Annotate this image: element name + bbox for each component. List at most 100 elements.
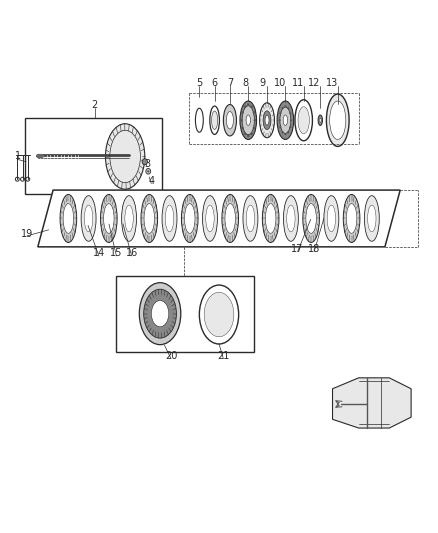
Ellipse shape [306,204,316,233]
Ellipse shape [287,107,289,109]
Ellipse shape [287,205,295,232]
Ellipse shape [240,119,243,122]
Ellipse shape [262,195,279,243]
Text: 5: 5 [196,78,202,88]
Ellipse shape [199,285,239,344]
Ellipse shape [125,205,133,232]
Ellipse shape [283,115,288,125]
Ellipse shape [253,127,255,129]
Ellipse shape [330,101,346,140]
Ellipse shape [222,195,239,243]
Ellipse shape [181,195,198,243]
Text: 2: 2 [92,100,98,110]
Ellipse shape [81,196,96,241]
Ellipse shape [279,126,281,128]
Ellipse shape [265,204,276,233]
Ellipse shape [282,107,283,109]
Ellipse shape [287,132,289,133]
Ellipse shape [139,282,181,345]
Ellipse shape [290,126,291,128]
Ellipse shape [290,112,291,114]
Ellipse shape [148,171,149,172]
Ellipse shape [142,159,148,165]
Text: 9: 9 [260,78,266,88]
Text: 16: 16 [126,248,138,259]
Ellipse shape [195,108,203,132]
Ellipse shape [295,100,312,141]
Text: 8: 8 [242,78,248,88]
Ellipse shape [298,107,309,134]
Ellipse shape [282,132,283,133]
Ellipse shape [85,205,93,232]
Ellipse shape [280,107,291,133]
Ellipse shape [327,205,336,232]
Bar [25,118,162,195]
Ellipse shape [165,205,174,232]
Ellipse shape [364,196,379,241]
Ellipse shape [146,168,151,174]
Text: 13: 13 [326,78,339,88]
Text: 3: 3 [144,159,150,169]
Text: 18: 18 [308,244,320,254]
Ellipse shape [243,196,258,241]
Ellipse shape [285,133,286,135]
Text: 1: 1 [15,151,21,161]
Ellipse shape [144,204,155,233]
Ellipse shape [63,204,74,233]
Text: 19: 19 [21,229,33,239]
Ellipse shape [122,196,137,241]
Ellipse shape [212,111,218,130]
Ellipse shape [279,119,281,121]
Ellipse shape [367,205,376,232]
Ellipse shape [225,204,236,233]
Ellipse shape [247,135,249,137]
Text: 10: 10 [274,78,286,88]
Text: 21: 21 [217,351,230,361]
Ellipse shape [246,205,254,232]
Polygon shape [117,276,254,352]
Ellipse shape [290,119,292,121]
Ellipse shape [254,119,256,122]
Ellipse shape [223,104,237,136]
Ellipse shape [241,127,244,129]
Ellipse shape [277,101,293,140]
Ellipse shape [246,115,251,125]
Text: 15: 15 [110,248,123,259]
Ellipse shape [184,204,195,233]
Ellipse shape [151,301,169,327]
Ellipse shape [162,196,177,241]
Ellipse shape [251,133,253,135]
Ellipse shape [226,111,233,129]
Ellipse shape [244,133,246,135]
Text: 7: 7 [227,78,233,88]
Ellipse shape [263,111,271,130]
Ellipse shape [206,205,214,232]
Ellipse shape [241,111,244,114]
Polygon shape [332,378,411,428]
Ellipse shape [253,111,255,114]
Ellipse shape [106,124,145,189]
Ellipse shape [265,116,269,125]
Ellipse shape [318,115,322,125]
Text: 17: 17 [291,244,304,254]
Ellipse shape [210,106,219,134]
Ellipse shape [204,292,234,337]
Text: 20: 20 [165,351,177,361]
Ellipse shape [283,196,298,241]
Ellipse shape [260,103,275,138]
Ellipse shape [242,106,254,135]
Text: 14: 14 [93,248,105,259]
Text: 4: 4 [148,176,154,187]
Ellipse shape [279,112,281,114]
Ellipse shape [240,101,257,140]
Ellipse shape [144,289,177,338]
Ellipse shape [319,118,321,122]
Ellipse shape [346,204,357,233]
Ellipse shape [343,195,360,243]
Ellipse shape [60,195,77,243]
Ellipse shape [244,106,246,108]
Text: 12: 12 [308,78,320,88]
Ellipse shape [104,204,114,233]
Ellipse shape [202,196,217,241]
Ellipse shape [324,196,339,241]
